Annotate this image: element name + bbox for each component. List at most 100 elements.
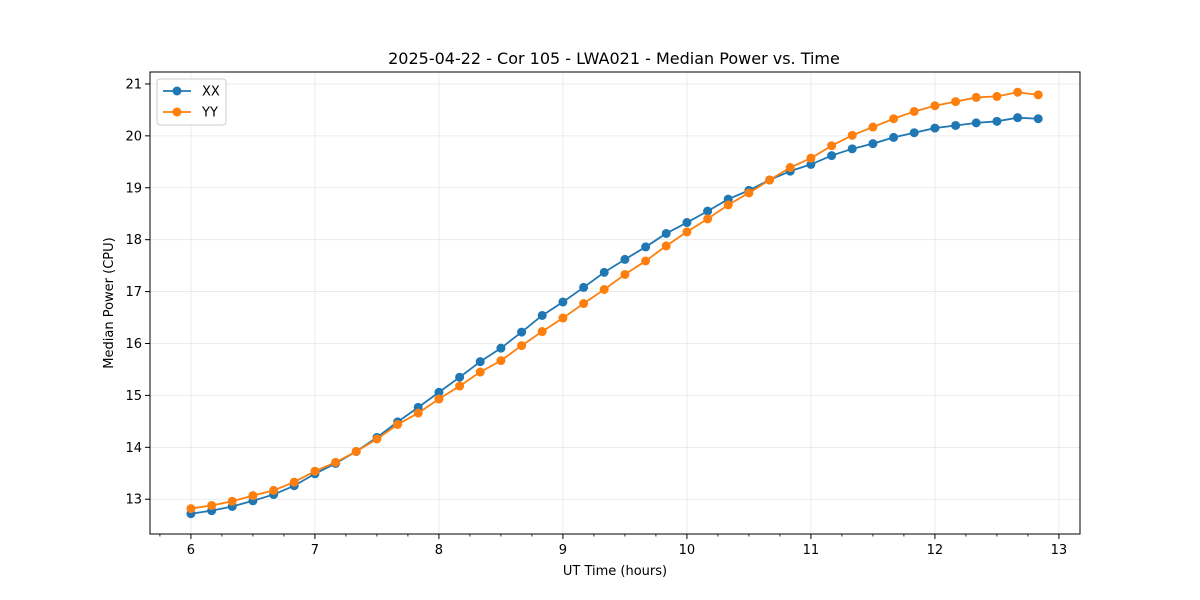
data-point-yy (289, 477, 299, 487)
data-point-xx (992, 116, 1002, 126)
data-point-yy (351, 446, 361, 456)
x-axis: 6 7 8 9 10 11 12 13 (159, 534, 1068, 558)
data-point-yy (269, 485, 279, 495)
y-tick-label: 15 (125, 389, 142, 404)
y-tick-label: 16 (125, 337, 142, 352)
x-tick-label: 9 (559, 543, 567, 558)
legend-marker-xx (172, 86, 182, 96)
grid (150, 72, 1080, 534)
data-point-xx (475, 357, 485, 367)
x-axis-label: UT Time (hours) (563, 564, 667, 579)
data-point-yy (992, 91, 1002, 101)
x-tick-label: 7 (311, 543, 319, 558)
data-point-yy (186, 504, 196, 514)
data-point-xx (620, 254, 630, 264)
plot-frame (149, 71, 1081, 535)
legend-marker-yy (172, 107, 182, 117)
data-point-xx (558, 297, 568, 307)
data-point-xx (889, 132, 899, 142)
data-point-yy (248, 491, 258, 501)
data-point-xx (868, 139, 878, 149)
y-tick-label: 14 (125, 441, 142, 456)
data-point-yy (372, 434, 382, 444)
data-point-yy (909, 106, 919, 116)
data-point-yy (661, 241, 671, 251)
data-point-yy (393, 419, 403, 429)
data-point-yy (207, 500, 217, 510)
x-tick-label: 8 (435, 543, 443, 558)
x-tick-label: 12 (927, 543, 944, 558)
data-point-yy (951, 97, 961, 107)
data-point-yy (847, 130, 857, 140)
data-point-xx (517, 327, 527, 337)
data-point-xx (1013, 113, 1023, 123)
legend-label-xx: XX (202, 85, 220, 100)
series-yy (186, 87, 1043, 514)
data-point-yy (641, 256, 651, 266)
data-point-xx (496, 343, 506, 353)
data-point-yy (579, 299, 589, 309)
data-point-yy (930, 101, 940, 111)
data-point-xx (537, 310, 547, 320)
data-point-xx (827, 151, 837, 161)
legend-label-yy: YY (201, 106, 218, 121)
data-point-yy (868, 122, 878, 132)
data-point-xx (971, 118, 981, 128)
data-point-yy (620, 269, 630, 279)
data-point-yy (537, 327, 547, 337)
y-tick-label: 17 (125, 285, 142, 300)
data-point-yy (744, 188, 754, 198)
data-point-yy (785, 163, 795, 173)
data-point-yy (1013, 87, 1023, 97)
data-point-xx (661, 228, 671, 238)
x-tick-label: 11 (803, 543, 820, 558)
data-point-xx (1033, 114, 1043, 124)
series-layer (186, 87, 1043, 519)
data-point-yy (806, 153, 816, 163)
data-point-yy (703, 214, 713, 224)
x-tick-label: 10 (679, 543, 696, 558)
data-point-xx (930, 123, 940, 133)
data-point-xx (847, 144, 857, 154)
data-point-yy (682, 227, 692, 237)
data-point-xx (951, 120, 961, 130)
y-axis-label: Median Power (CPU) (102, 237, 117, 368)
y-tick-label: 21 (125, 77, 142, 92)
data-point-xx (599, 267, 609, 277)
data-point-yy (827, 141, 837, 151)
data-point-xx (909, 128, 919, 138)
chart-title: 2025-04-22 - Cor 105 - LWA021 - Median P… (388, 49, 840, 68)
data-point-xx (455, 372, 465, 382)
data-point-yy (558, 313, 568, 323)
data-point-xx (434, 387, 444, 397)
data-point-xx (682, 218, 692, 228)
legend: XX YY (156, 78, 227, 126)
data-point-yy (971, 92, 981, 102)
data-point-yy (227, 496, 237, 506)
data-point-yy (310, 466, 320, 476)
data-point-yy (765, 175, 775, 185)
y-axis: 13 14 15 16 17 18 19 20 21 (125, 77, 150, 508)
y-tick-label: 18 (125, 233, 142, 248)
data-point-xx (703, 206, 713, 216)
data-point-xx (641, 242, 651, 252)
x-tick-label: 13 (1051, 543, 1068, 558)
data-point-yy (1033, 90, 1043, 100)
data-point-yy (517, 341, 527, 351)
data-point-xx (579, 282, 589, 292)
x-tick-label: 6 (187, 543, 195, 558)
data-point-yy (496, 356, 506, 366)
data-point-yy (413, 408, 423, 418)
data-point-yy (475, 367, 485, 377)
data-point-yy (455, 381, 465, 391)
data-point-yy (723, 200, 733, 210)
y-tick-label: 19 (125, 181, 142, 196)
data-point-yy (434, 394, 444, 404)
data-point-yy (889, 114, 899, 124)
y-tick-label: 13 (125, 493, 142, 508)
data-point-yy (599, 285, 609, 295)
y-tick-label: 20 (125, 129, 142, 144)
data-point-xx (806, 159, 816, 169)
data-point-yy (331, 457, 341, 467)
